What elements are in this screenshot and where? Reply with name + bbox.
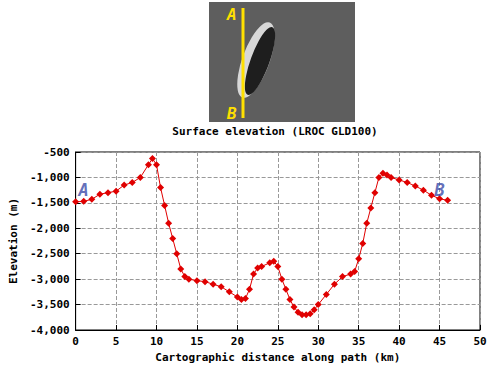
svg-text:B: B (433, 180, 444, 200)
svg-text:-2,500: -2,500 (30, 247, 70, 260)
svg-text:-3,500: -3,500 (30, 298, 70, 311)
svg-text:40: 40 (393, 335, 406, 348)
svg-text:35: 35 (352, 335, 365, 348)
svg-text:5: 5 (113, 335, 120, 348)
svg-text:-3,000: -3,000 (30, 273, 70, 286)
svg-text:Cartographic distance along pa: Cartographic distance along path (km) (155, 351, 400, 364)
svg-text:25: 25 (271, 335, 284, 348)
svg-text:-1,000: -1,000 (30, 171, 70, 184)
svg-text:30: 30 (312, 335, 325, 348)
svg-text:0: 0 (72, 335, 79, 348)
svg-text:15: 15 (190, 335, 203, 348)
svg-text:-2,000: -2,000 (30, 222, 70, 235)
svg-text:A: A (78, 180, 89, 200)
svg-text:Elevation (m): Elevation (m) (7, 198, 20, 284)
svg-text:50: 50 (473, 335, 486, 348)
svg-text:B: B (226, 104, 237, 123)
svg-text:10: 10 (150, 335, 163, 348)
svg-text:20: 20 (231, 335, 244, 348)
svg-text:45: 45 (433, 335, 446, 348)
svg-text:Surface elevation (LROC GLD100: Surface elevation (LROC GLD100) (172, 125, 377, 138)
svg-text:A: A (226, 5, 237, 24)
svg-text:-4,000: -4,000 (30, 324, 70, 337)
svg-text:-500: -500 (43, 146, 70, 159)
svg-text:-1,500: -1,500 (30, 196, 70, 209)
